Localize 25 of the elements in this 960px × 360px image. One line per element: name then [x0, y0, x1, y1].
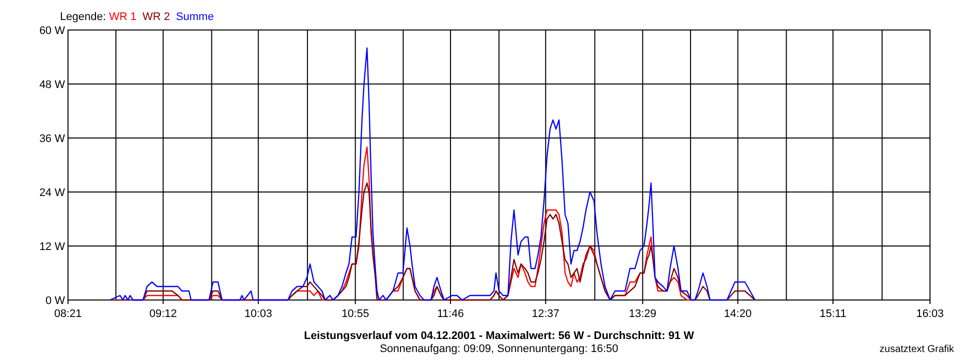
x-tick-label: 10:55 — [342, 308, 370, 320]
x-tick-label: 09:12 — [149, 308, 177, 320]
x-tick-label: 13:29 — [628, 308, 656, 320]
text: Leistungsverlauf vom 04.12.2001 - Maximalwert: 56 W - Durchschnitt: 91 W — [304, 330, 695, 342]
legend-title: Legende: — [60, 11, 109, 23]
line-series — [109, 47, 756, 301]
text: Sonnenaufgang: 09:09, Sonnenuntergang: 16:50 — [380, 343, 618, 355]
x-tick-label: 08:21 — [54, 308, 82, 320]
y-tick-label: 60 W — [39, 25, 66, 37]
line-series — [109, 182, 756, 301]
y-tick-label: 12 W — [39, 241, 66, 253]
y-tick-label: 48 W — [39, 79, 66, 91]
x-tick-label: 10:03 — [244, 308, 272, 320]
x-tick-label: 12:37 — [532, 308, 560, 320]
x-tick-label: 11:46 — [437, 308, 464, 320]
x-tick-label: 15:11 — [820, 308, 846, 320]
x-tick-label: 16:03 — [916, 308, 944, 320]
x-tick-label: 14:20 — [724, 308, 752, 320]
y-tick-label: 0 W — [45, 295, 66, 307]
text: WR 2 — [142, 11, 170, 23]
text: zusatztext Grafik — [880, 344, 955, 355]
text: WR 1 — [108, 11, 136, 23]
text: Summe — [176, 11, 214, 23]
y-tick-label: 36 W — [39, 133, 66, 145]
y-tick-label: 24 W — [39, 187, 66, 199]
